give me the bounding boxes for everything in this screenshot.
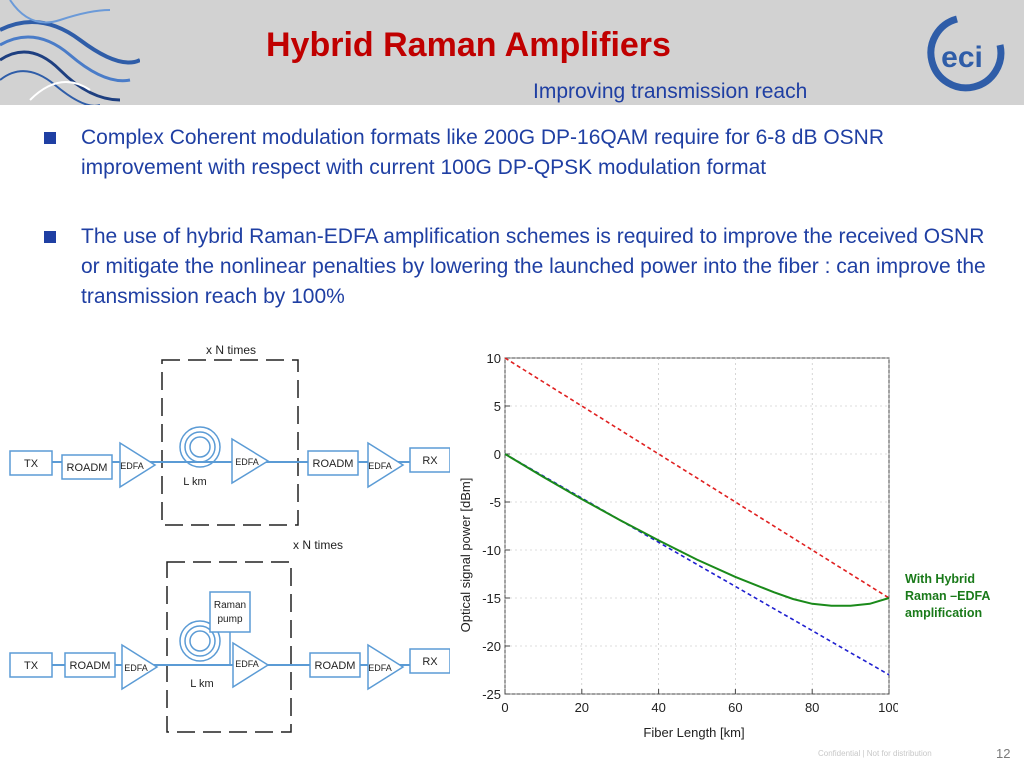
roadm-left-label: ROADM bbox=[70, 660, 111, 672]
chart-series bbox=[504, 357, 890, 676]
edfa-2-label: EDFA bbox=[235, 659, 259, 669]
edfa-1-label: EDFA bbox=[120, 461, 144, 471]
series-line-3 bbox=[504, 453, 890, 607]
x-axis-label: Fiber Length [km] bbox=[643, 725, 744, 740]
y-tick-label: -5 bbox=[489, 495, 501, 510]
edfa-1-icon bbox=[121, 643, 159, 691]
header-band bbox=[0, 0, 1024, 105]
rx-label: RX bbox=[422, 656, 438, 668]
roadm-right-box bbox=[309, 652, 361, 678]
tx-box bbox=[9, 450, 53, 476]
x-tick-label: 0 bbox=[501, 700, 508, 715]
tx-box bbox=[9, 652, 53, 678]
repeat-box bbox=[166, 561, 292, 733]
power-chart: Non linear impairmentsLow OSNR 1050-5-10… bbox=[458, 351, 898, 740]
top-link: x N times TX ROADM EDFA L km EDFA ROADM … bbox=[9, 343, 450, 526]
tx-label: TX bbox=[24, 660, 39, 672]
edfa-2-icon bbox=[232, 641, 270, 689]
edfa-3-icon bbox=[367, 441, 405, 489]
fiber-length-label: L km bbox=[190, 678, 213, 690]
roadm-left-box bbox=[64, 652, 116, 678]
x-tick-label: 100 bbox=[878, 700, 898, 715]
bullet-2-text: The use of hybrid Raman-EDFA amplificati… bbox=[81, 225, 986, 308]
bullet-square-icon bbox=[44, 231, 56, 243]
raman-pump-label-line1: Raman bbox=[214, 600, 246, 611]
chart-axes bbox=[504, 357, 890, 695]
page-number: 12 bbox=[996, 746, 1011, 761]
y-tick-label: -10 bbox=[482, 543, 501, 558]
edfa-1-label: EDFA bbox=[124, 663, 148, 673]
slide-title: Hybrid Raman Amplifiers bbox=[266, 26, 671, 64]
plot-area bbox=[504, 357, 890, 695]
bullet-1-text: Complex Coherent modulation formats like… bbox=[81, 126, 885, 179]
y-tick-label: -20 bbox=[482, 639, 501, 654]
raman-pump-label-line2: pump bbox=[217, 614, 242, 625]
fiber-length-label: L km bbox=[183, 476, 206, 488]
tx-label: TX bbox=[24, 458, 39, 470]
series-line-1 bbox=[504, 357, 890, 599]
x-tick-label: 40 bbox=[651, 700, 665, 715]
rx-box bbox=[409, 648, 450, 674]
edfa-1-icon bbox=[119, 441, 157, 489]
rx-box bbox=[409, 447, 450, 473]
y-axis-label: Optical signal power [dBm] bbox=[458, 478, 473, 633]
logo-text: eci bbox=[941, 41, 983, 74]
x-tick-label: 60 bbox=[728, 700, 742, 715]
edfa-3-icon bbox=[367, 643, 405, 691]
amplifier-diagram: x N times TX ROADM EDFA L km EDFA ROADM … bbox=[9, 343, 450, 733]
rx-label: RX bbox=[422, 455, 438, 467]
x-tick-label: 20 bbox=[575, 700, 589, 715]
edfa-2-label: EDFA bbox=[235, 457, 259, 467]
edfa-3-label: EDFA bbox=[368, 663, 392, 673]
roadm-right-label: ROADM bbox=[315, 660, 356, 672]
repeat-box bbox=[161, 359, 299, 526]
raman-pump-box bbox=[209, 591, 251, 633]
y-tick-label: 0 bbox=[494, 447, 501, 462]
roadm-left-label: ROADM bbox=[67, 462, 108, 474]
repeat-label: x N times bbox=[293, 538, 343, 552]
annotation-text: With Hybrid Raman –EDFA amplification bbox=[905, 572, 990, 620]
eci-logo: eci bbox=[927, 15, 1005, 92]
edfa-2-icon bbox=[231, 437, 270, 485]
y-tick-label: -15 bbox=[482, 591, 501, 606]
bottom-link: x N times TX ROADM EDFA L km Raman pump … bbox=[9, 538, 450, 733]
fiber-spool-icon bbox=[179, 620, 221, 662]
x-tick-label: 80 bbox=[805, 700, 819, 715]
footer-note: Confidential | Not for distribution bbox=[818, 749, 932, 758]
roadm-right-label: ROADM bbox=[313, 458, 354, 470]
fiber-spool-icon bbox=[179, 426, 221, 468]
y-tick-label: 5 bbox=[494, 399, 501, 414]
y-tick-label: 10 bbox=[487, 351, 501, 366]
roadm-left-box bbox=[61, 454, 113, 480]
slide-subtitle: Improving transmission reach bbox=[533, 80, 808, 103]
roadm-right-box bbox=[307, 450, 359, 476]
edfa-3-label: EDFA bbox=[368, 461, 392, 471]
y-tick-label: -25 bbox=[482, 687, 501, 702]
decorative-wave-graphic bbox=[0, 0, 140, 105]
bullet-square-icon bbox=[44, 132, 56, 144]
repeat-label: x N times bbox=[206, 343, 256, 357]
